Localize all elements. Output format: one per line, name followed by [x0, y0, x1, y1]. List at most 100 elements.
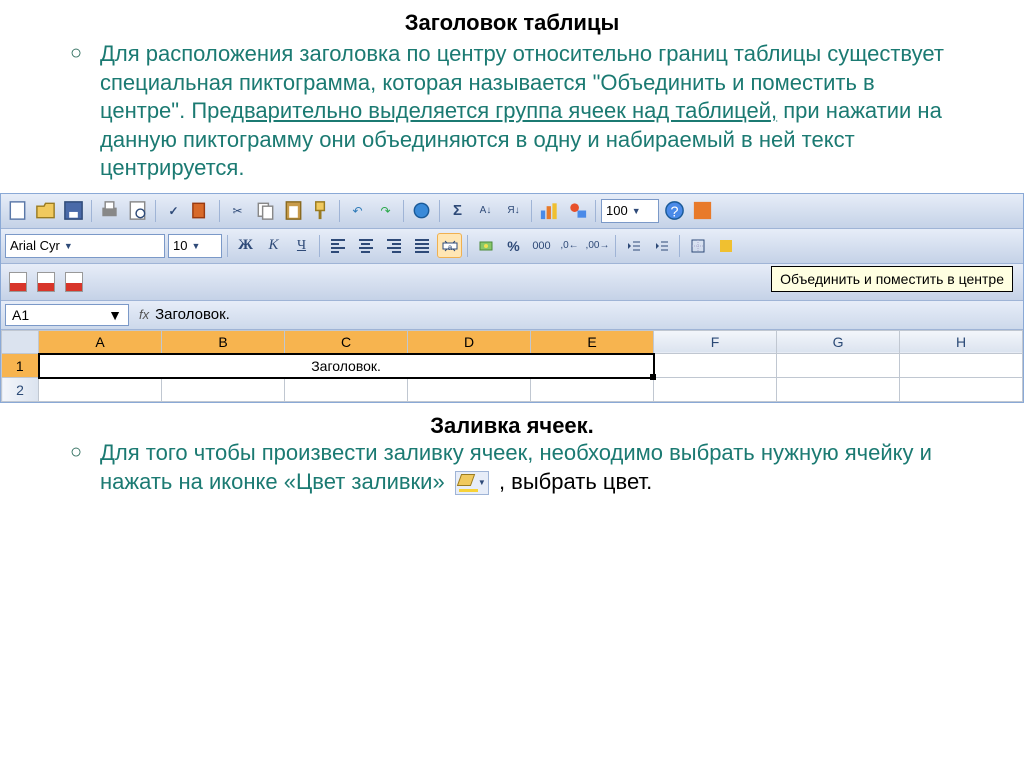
- pdf-icon[interactable]: [61, 269, 86, 294]
- row-header[interactable]: 1: [2, 354, 39, 378]
- drawing-icon[interactable]: [565, 198, 590, 223]
- misc-icon[interactable]: [690, 198, 715, 223]
- bold-button[interactable]: Ж: [233, 233, 258, 258]
- toolbar-separator: [439, 200, 440, 222]
- font-name: Arial Cyr: [10, 238, 60, 253]
- toolbar-separator: [219, 200, 220, 222]
- toolbar-separator: [155, 200, 156, 222]
- spreadsheet-grid: ABCDEFGH 1Заголовок. 2: [1, 330, 1023, 402]
- sort-asc-icon[interactable]: A↓: [473, 198, 498, 223]
- toolbar-separator: [531, 200, 532, 222]
- toolbar-separator: [339, 200, 340, 222]
- row-header[interactable]: 2: [2, 378, 39, 402]
- section2-paragraph: Для того чтобы произвести заливку ячеек,…: [100, 439, 944, 496]
- chart-icon[interactable]: [537, 198, 562, 223]
- toolbar-separator: [91, 200, 92, 222]
- cell[interactable]: [531, 378, 654, 402]
- cell[interactable]: [777, 354, 900, 378]
- cut-icon[interactable]: ✂: [225, 198, 250, 223]
- pdf-icon[interactable]: [33, 269, 58, 294]
- pdf-icon[interactable]: [5, 269, 30, 294]
- toolbar-separator: [467, 235, 468, 257]
- comma-style-button[interactable]: 000: [529, 233, 554, 258]
- align-center-icon[interactable]: [353, 233, 378, 258]
- fx-label[interactable]: fx: [139, 307, 149, 322]
- currency-icon[interactable]: [473, 233, 498, 258]
- new-icon[interactable]: [5, 198, 30, 223]
- cell[interactable]: [39, 378, 162, 402]
- paste-icon[interactable]: [281, 198, 306, 223]
- section1-paragraph: Для расположения заголовка по центру отн…: [100, 40, 944, 183]
- merge-center-button[interactable]: a: [437, 233, 462, 258]
- column-header[interactable]: F: [654, 330, 777, 354]
- column-header[interactable]: G: [777, 330, 900, 354]
- copy-icon[interactable]: [253, 198, 278, 223]
- print-icon[interactable]: [97, 198, 122, 223]
- sort-desc-icon[interactable]: Я↓: [501, 198, 526, 223]
- cell[interactable]: [900, 354, 1023, 378]
- select-all-corner[interactable]: [2, 330, 39, 354]
- column-header[interactable]: A: [39, 330, 162, 354]
- toolbar-separator: [227, 235, 228, 257]
- zoom-dropdown[interactable]: 100▼: [601, 199, 659, 223]
- font-size: 10: [173, 238, 187, 253]
- cell[interactable]: [900, 378, 1023, 402]
- merge-tooltip: Объединить и поместить в центре: [771, 266, 1013, 292]
- fontsize-dropdown[interactable]: 10 ▼: [168, 234, 222, 258]
- misc-format-icon[interactable]: [713, 233, 738, 258]
- standard-toolbar: ✓ ✂ ↶ ↷ Σ A↓ Я↓ 100▼ ?: [1, 194, 1023, 229]
- decrease-decimal-icon[interactable]: ,00→: [585, 233, 610, 258]
- formatting-toolbar: Arial Cyr ▼ 10 ▼ Ж К Ч a % 000 ,0← ,00→: [1, 229, 1023, 264]
- font-dropdown[interactable]: Arial Cyr ▼: [5, 234, 165, 258]
- name-box[interactable]: A1 ▼: [5, 304, 129, 326]
- column-header[interactable]: E: [531, 330, 654, 354]
- cell[interactable]: [654, 354, 777, 378]
- column-header[interactable]: B: [162, 330, 285, 354]
- decrease-indent-icon[interactable]: [621, 233, 646, 258]
- align-left-icon[interactable]: [325, 233, 350, 258]
- align-right-icon[interactable]: [381, 233, 406, 258]
- fill-color-icon[interactable]: ▼: [455, 471, 489, 495]
- cell[interactable]: [408, 378, 531, 402]
- italic-button[interactable]: К: [261, 233, 286, 258]
- increase-decimal-icon[interactable]: ,0←: [557, 233, 582, 258]
- section2-title: Заливка ячеек.: [80, 413, 944, 439]
- print-preview-icon[interactable]: [125, 198, 150, 223]
- cell[interactable]: [654, 378, 777, 402]
- dropdown-arrow-icon: ▼: [108, 307, 122, 323]
- excel-screenshot: ✓ ✂ ↶ ↷ Σ A↓ Я↓ 100▼ ? Arial Cyr ▼ 10 ▼: [0, 193, 1024, 403]
- increase-indent-icon[interactable]: [649, 233, 674, 258]
- section2-tail: , выбрать цвет.: [499, 469, 652, 494]
- justify-icon[interactable]: [409, 233, 434, 258]
- undo-icon[interactable]: ↶: [345, 198, 370, 223]
- research-icon[interactable]: [189, 198, 214, 223]
- section1-bullet: Для расположения заголовка по центру отн…: [80, 40, 944, 183]
- toolbar-separator: [679, 235, 680, 257]
- help-icon[interactable]: ?: [662, 198, 687, 223]
- underline-button[interactable]: Ч: [289, 233, 314, 258]
- formula-value[interactable]: Заголовок.: [155, 306, 230, 323]
- hyperlink-icon[interactable]: [409, 198, 434, 223]
- merged-cell[interactable]: Заголовок.: [39, 354, 654, 378]
- toolbar-separator: [595, 200, 596, 222]
- section1-title: Заголовок таблицы: [80, 10, 944, 36]
- spellcheck-icon[interactable]: ✓: [161, 198, 186, 223]
- cell[interactable]: [777, 378, 900, 402]
- column-header[interactable]: D: [408, 330, 531, 354]
- autosum-icon[interactable]: Σ: [445, 198, 470, 223]
- redo-icon[interactable]: ↷: [373, 198, 398, 223]
- cell-reference: A1: [12, 307, 29, 323]
- format-painter-icon[interactable]: [309, 198, 334, 223]
- borders-icon[interactable]: [685, 233, 710, 258]
- svg-text:?: ?: [671, 205, 679, 221]
- section2-bullet: Для того чтобы произвести заливку ячеек,…: [80, 439, 944, 496]
- toolbar-separator: [615, 235, 616, 257]
- percent-button[interactable]: %: [501, 233, 526, 258]
- toolbar-separator: [403, 200, 404, 222]
- column-header[interactable]: H: [900, 330, 1023, 354]
- column-header[interactable]: C: [285, 330, 408, 354]
- cell[interactable]: [285, 378, 408, 402]
- cell[interactable]: [162, 378, 285, 402]
- save-icon[interactable]: [61, 198, 86, 223]
- open-icon[interactable]: [33, 198, 58, 223]
